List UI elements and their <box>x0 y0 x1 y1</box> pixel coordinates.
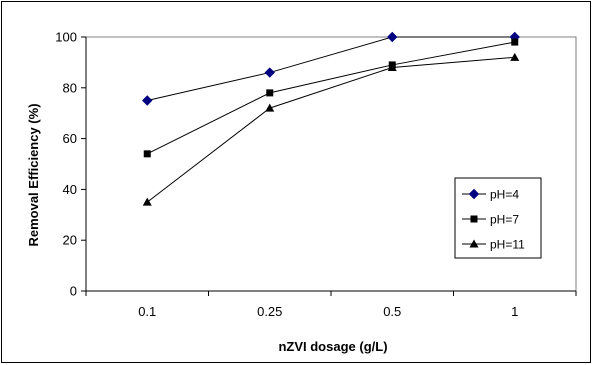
legend-item: pH=11 <box>462 238 525 252</box>
legend-marker <box>468 188 480 200</box>
legend-box <box>454 177 542 259</box>
data-point <box>265 103 275 112</box>
legend-item: pH=7 <box>462 213 519 227</box>
y-axis-title: Removal Efficiency (%) <box>26 103 41 246</box>
y-tick-label: 0 <box>70 284 77 299</box>
x-axis-title: nZVI dosage (g/L) <box>278 339 387 354</box>
data-point <box>387 62 397 71</box>
series-line <box>146 56 515 203</box>
series-pH=7 <box>143 38 519 158</box>
data-point <box>266 89 274 97</box>
legend-marker <box>470 215 478 223</box>
legend: pH=4 pH=7 pH=11 <box>454 177 542 259</box>
x-tick-label: 0.1 <box>138 304 156 319</box>
data-point <box>387 31 398 43</box>
y-tick-label: 20 <box>63 233 77 248</box>
legend-label: pH=11 <box>490 238 525 252</box>
y-tick-label: 80 <box>63 80 77 95</box>
x-tick-label: 0.5 <box>383 304 401 319</box>
data-point <box>264 67 275 78</box>
data-point <box>510 52 520 61</box>
series-pH=4 <box>142 31 520 106</box>
x-tick-label: 1 <box>511 304 518 319</box>
series-pH=11 <box>142 52 520 206</box>
y-tick-label: 60 <box>63 131 77 146</box>
data-point <box>142 95 153 106</box>
legend-item: pH=4 <box>462 188 519 202</box>
data-point <box>143 150 151 158</box>
series-layer <box>142 31 520 206</box>
data-point <box>511 38 519 46</box>
y-tick-label: 100 <box>55 30 77 45</box>
x-axis: 0.1 0.25 0.5 1 <box>85 290 577 319</box>
legend-label: pH=4 <box>490 188 519 202</box>
y-tick-label: 40 <box>63 182 77 197</box>
data-point <box>142 197 152 206</box>
y-axis: 0 20 40 60 80 100 <box>55 30 87 299</box>
legend-label: pH=7 <box>490 213 519 227</box>
legend-marker <box>469 239 479 248</box>
series-line <box>147 36 515 101</box>
x-tick-label: 0.25 <box>257 304 282 319</box>
series-line <box>147 41 515 155</box>
